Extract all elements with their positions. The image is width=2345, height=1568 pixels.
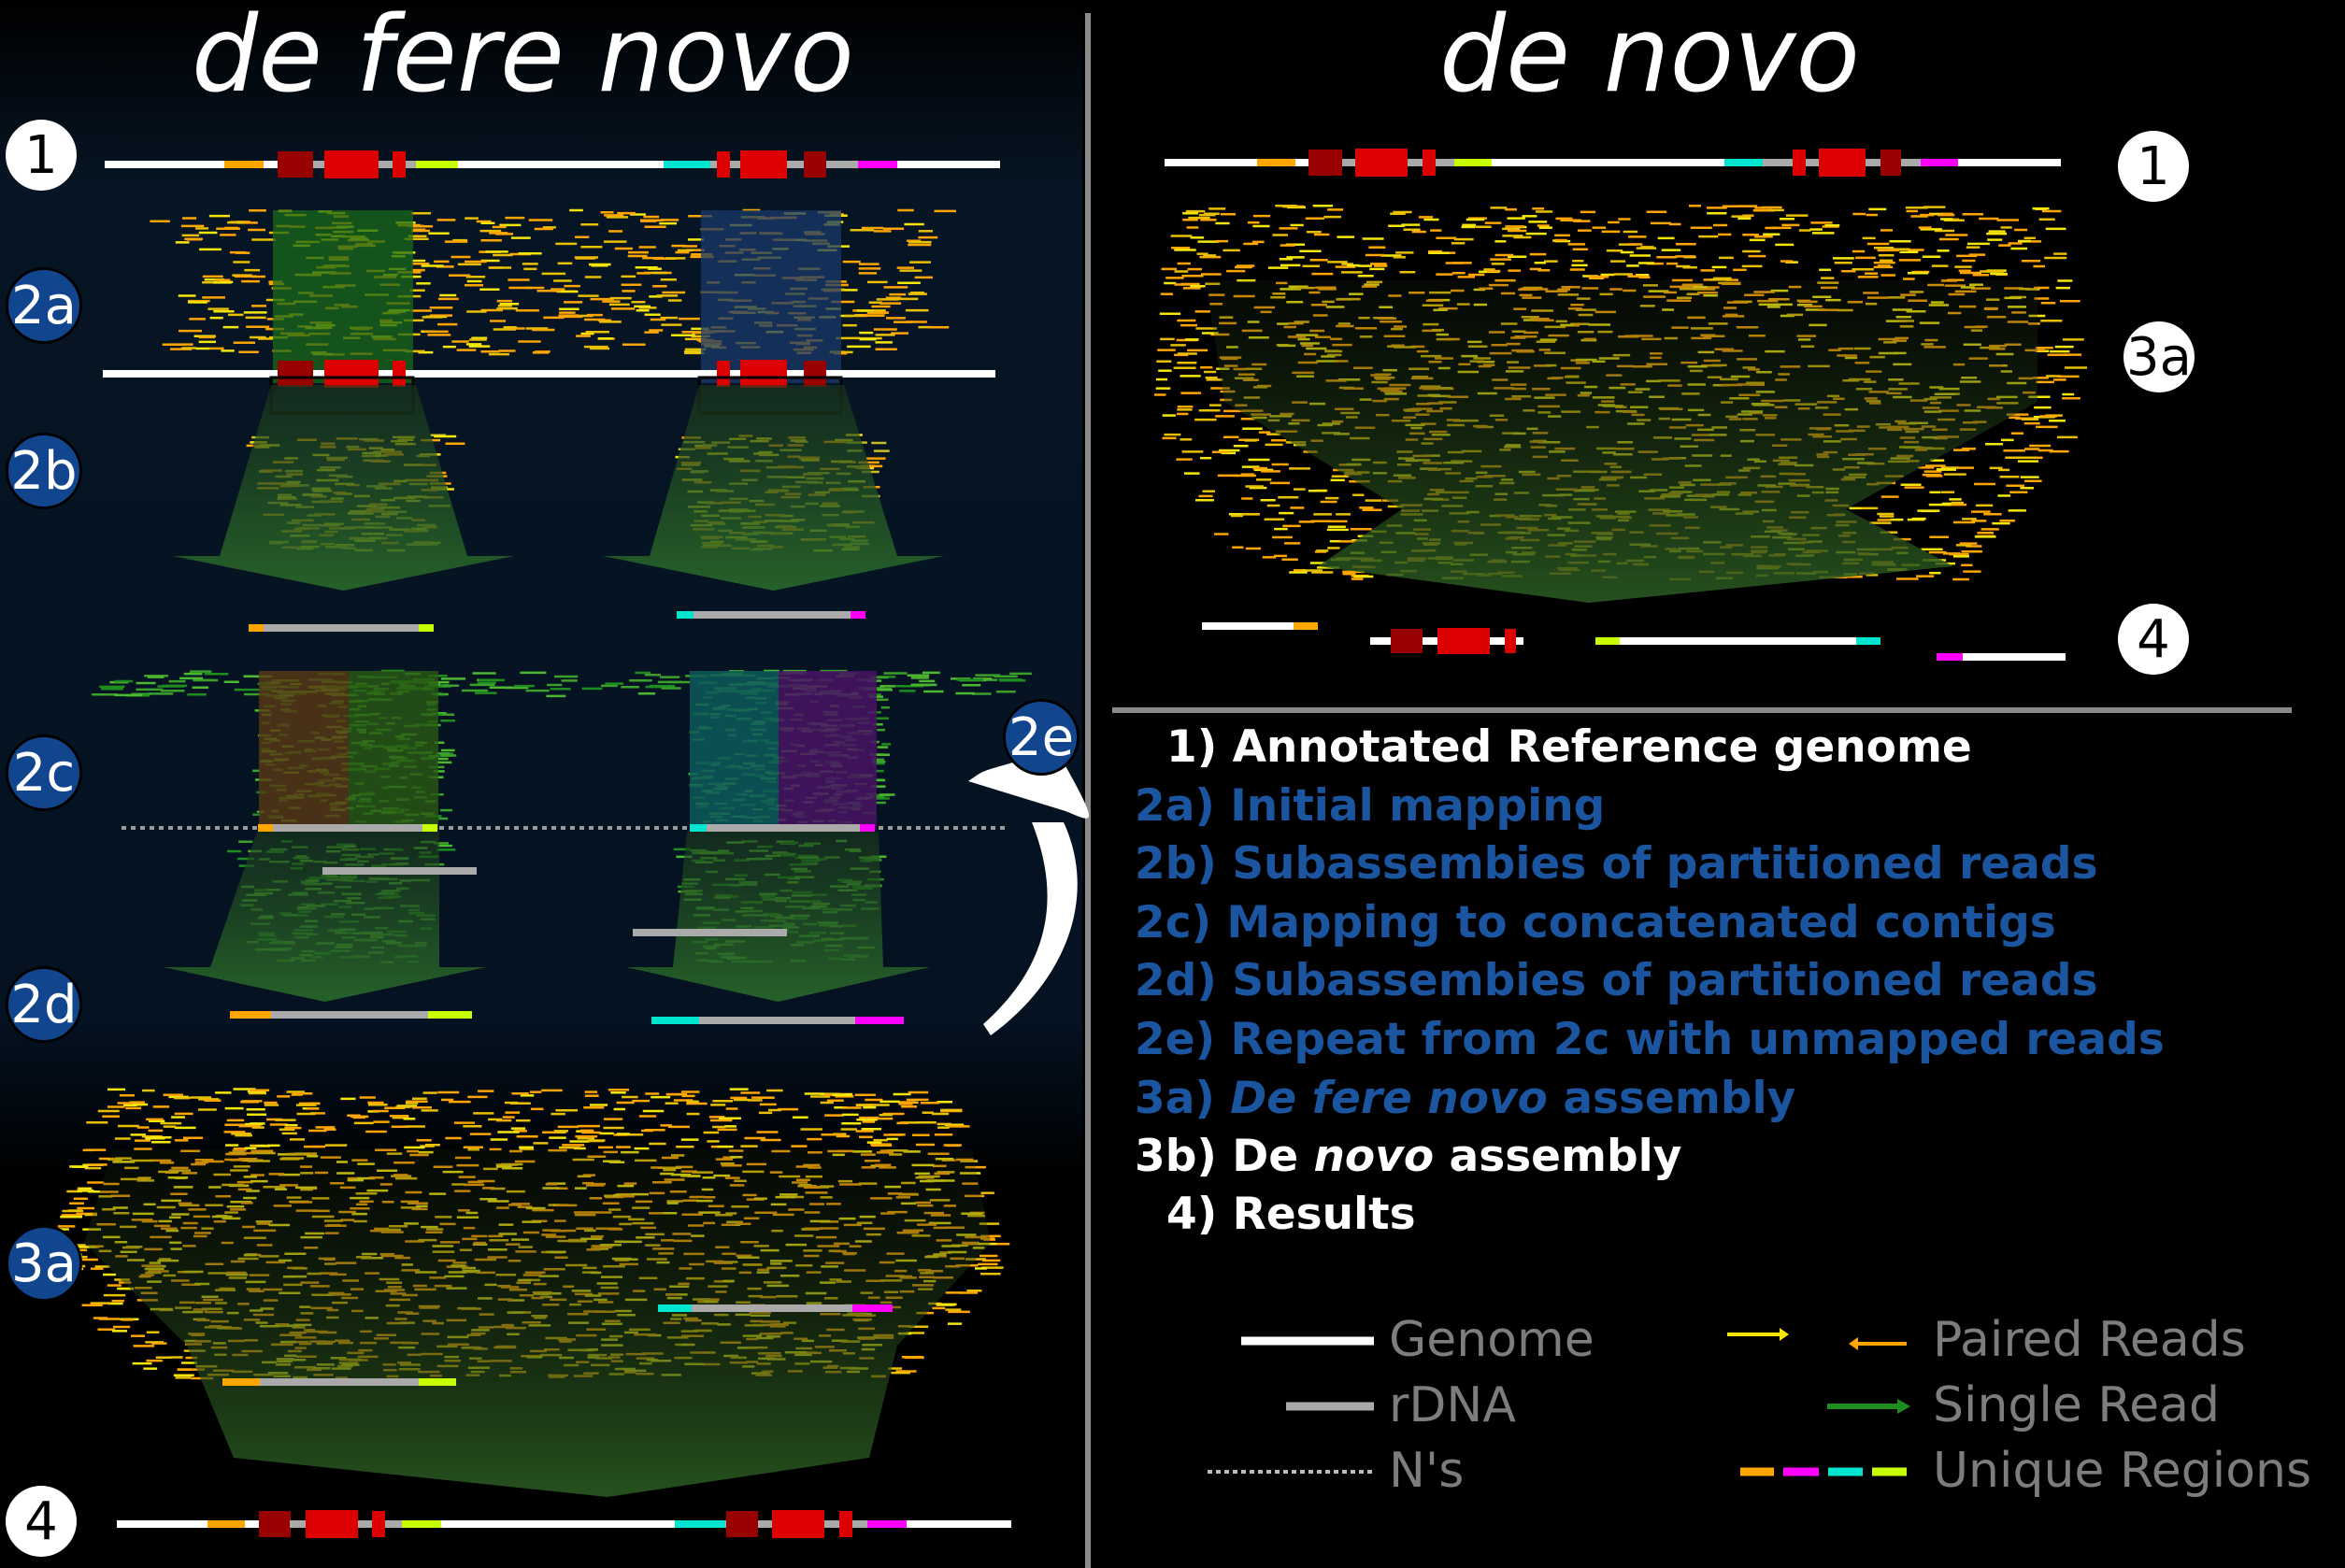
right-panel-background	[1094, 0, 2345, 1568]
